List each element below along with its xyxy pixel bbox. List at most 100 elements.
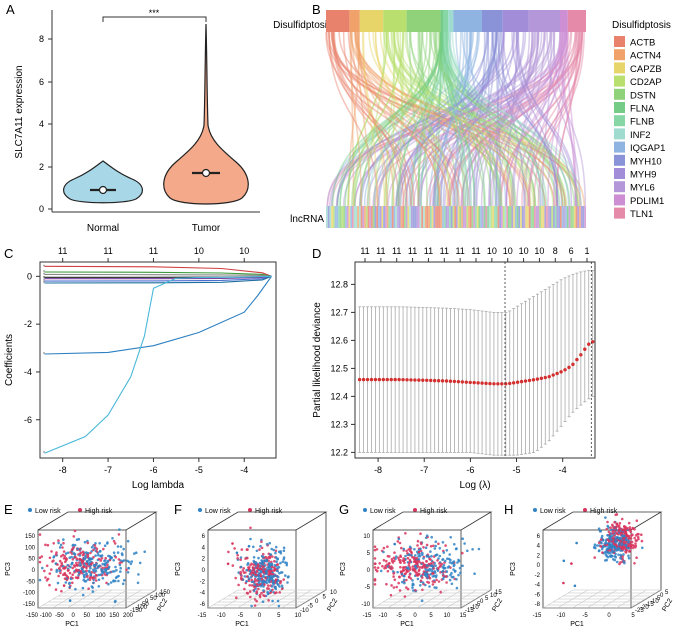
point-high-risk	[421, 565, 424, 568]
point-high-risk	[611, 540, 614, 543]
point-low-risk	[274, 545, 278, 549]
point-low-risk	[122, 579, 126, 582]
point-high-risk	[92, 555, 95, 559]
sankey-top-bar-myl6	[528, 10, 560, 32]
point-low-risk	[88, 569, 91, 573]
panel-d-y-ticks: 12.2 12.3 12.4 12.5 12.6 12.7 12.8	[330, 279, 355, 457]
pca-points	[226, 526, 290, 608]
point-low-risk	[119, 570, 122, 573]
point-low-risk	[400, 572, 404, 576]
point-high-risk	[421, 561, 425, 565]
point-low-risk	[116, 551, 120, 554]
point-low-risk	[284, 574, 287, 577]
point-low-risk	[136, 581, 140, 585]
panel-c-xtick: -4	[240, 465, 248, 475]
sankey-lncrna-bar	[521, 206, 524, 228]
sankey-flow	[502, 31, 559, 207]
point-low-risk	[282, 556, 286, 559]
point-low-risk	[414, 554, 417, 557]
sankey-flow	[354, 31, 568, 207]
point-high-risk	[438, 562, 441, 565]
point-high-risk	[416, 544, 419, 547]
sankey-lncrna-bar	[530, 206, 533, 228]
pca-xlabel: PC1	[400, 621, 414, 628]
point-high-risk	[623, 525, 626, 528]
sankey-lncrna-bar	[584, 206, 586, 228]
point-low-risk	[401, 580, 404, 584]
point-high-risk	[399, 554, 402, 557]
sankey-flow	[351, 31, 433, 207]
point-high-risk	[382, 546, 386, 550]
point-high-risk	[428, 557, 431, 561]
sankey-flow	[347, 31, 388, 207]
pca-ytick: 5	[485, 596, 489, 602]
point-low-risk	[103, 544, 107, 547]
sankey-lncrna-bar	[405, 206, 408, 228]
point-high-risk	[421, 576, 424, 579]
point-low-risk	[627, 547, 631, 550]
sankey-flow	[350, 31, 355, 207]
point-high-risk	[254, 573, 258, 577]
point-high-risk	[373, 557, 377, 560]
sankey-flow	[325, 31, 451, 207]
point-low-risk	[272, 579, 275, 583]
point-high-risk	[624, 531, 627, 535]
point-outlier	[231, 542, 234, 545]
cv-point	[409, 378, 413, 382]
point-low-risk	[395, 555, 398, 558]
sankey-lncrna-bar	[572, 206, 574, 228]
sankey-flow	[432, 31, 497, 207]
point-high-risk	[251, 566, 255, 569]
sankey-flow	[326, 31, 547, 207]
point-low-risk	[64, 552, 68, 555]
point-low-risk	[617, 553, 620, 557]
point-low-risk	[280, 571, 284, 574]
pca-xtick: -50	[55, 613, 64, 619]
point-high-risk	[252, 571, 255, 574]
sankey-flow	[473, 31, 534, 207]
point-high-risk	[437, 542, 440, 546]
point-high-risk	[631, 546, 635, 550]
sankey-lncrna-bar	[449, 206, 451, 228]
point-high-risk	[419, 541, 423, 544]
sankey-flow	[361, 31, 386, 207]
sankey-flow	[426, 31, 578, 207]
point-high-risk	[117, 533, 121, 536]
sankey-lncrna-bar	[570, 206, 573, 228]
legend-swatch-capzb	[614, 62, 625, 74]
sankey-flow	[495, 31, 500, 207]
point-low-risk	[116, 575, 119, 579]
sankey-flow	[362, 31, 378, 207]
point-low-risk	[120, 552, 124, 555]
point-low-risk	[473, 572, 476, 575]
legend-label-actn4: ACTN4	[630, 51, 661, 62]
sankey-flow	[444, 31, 556, 207]
sankey-flow	[328, 31, 379, 207]
point-low-risk	[612, 550, 615, 553]
point-low-risk	[600, 547, 604, 551]
point-low-risk	[252, 556, 256, 559]
point-high-risk	[393, 559, 396, 562]
point-high-risk	[404, 532, 407, 535]
panel-c: C 11 11 11 10 10 -8 -7 -6 -5 -4 0-2-4-6 ********…	[4, 246, 277, 491]
point-high-risk	[615, 531, 619, 535]
pca-xtick: 10	[444, 613, 451, 619]
sankey-lncrna-bar	[447, 206, 450, 228]
point-low-risk	[598, 529, 602, 533]
sankey-flow	[448, 31, 576, 207]
point-high-risk	[398, 541, 402, 545]
point-low-risk	[430, 535, 434, 539]
point-low-risk	[119, 566, 122, 570]
sankey-flow	[433, 31, 472, 207]
point-high-risk	[402, 566, 406, 569]
point-high-risk	[618, 527, 621, 530]
pca-ztick: 4	[537, 544, 541, 550]
sankey-lncrna-bar	[490, 206, 493, 228]
point-high-risk	[273, 559, 276, 563]
point-high-risk	[101, 566, 104, 570]
sankey-flow	[393, 31, 568, 207]
panel-c-ylabel: Coefficients	[4, 334, 15, 386]
point-high-risk	[72, 564, 76, 567]
point-low-risk	[452, 568, 455, 571]
